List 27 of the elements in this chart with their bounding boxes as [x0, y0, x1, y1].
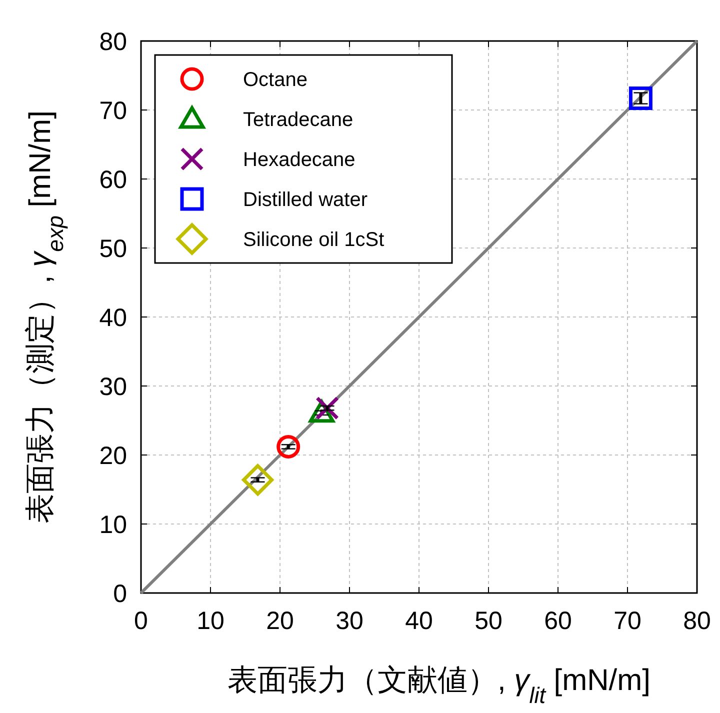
y-tick-label: 60	[99, 166, 127, 194]
legend-label: Tetradecane	[243, 109, 354, 131]
x-tick-label: 10	[196, 607, 224, 635]
x-tick-label: 60	[544, 607, 572, 635]
x-tick-label: 0	[134, 607, 148, 635]
y-tick-label: 70	[99, 97, 127, 125]
x-axis-title: 表面張力（文献値）, γ$_{lit}$ [mN/m]	[228, 664, 650, 708]
point	[276, 434, 300, 458]
legend-label: Silicone oil 1cSt	[243, 229, 385, 251]
x-tick-label: 70	[614, 607, 642, 635]
y-tick-label: 80	[99, 28, 127, 56]
legend-label: Octane	[243, 69, 308, 91]
x-tick-label: 80	[683, 607, 711, 635]
x-tick-label: 20	[266, 607, 294, 635]
y-tick-label: 50	[99, 235, 127, 263]
y-tick-label: 20	[99, 442, 127, 470]
x-tick-label: 30	[336, 607, 364, 635]
y-tick-label: 40	[99, 304, 127, 332]
x-tick-label: 50	[474, 607, 502, 635]
x-tick-label: 40	[405, 607, 433, 635]
legend-label: Distilled water	[243, 189, 368, 211]
y-tick-label: 10	[99, 511, 127, 539]
legend-label: Hexadecane	[243, 149, 356, 171]
y-tick-label: 30	[99, 373, 127, 401]
y-tick-label: 0	[113, 580, 127, 608]
point	[242, 464, 274, 496]
point	[628, 86, 652, 110]
